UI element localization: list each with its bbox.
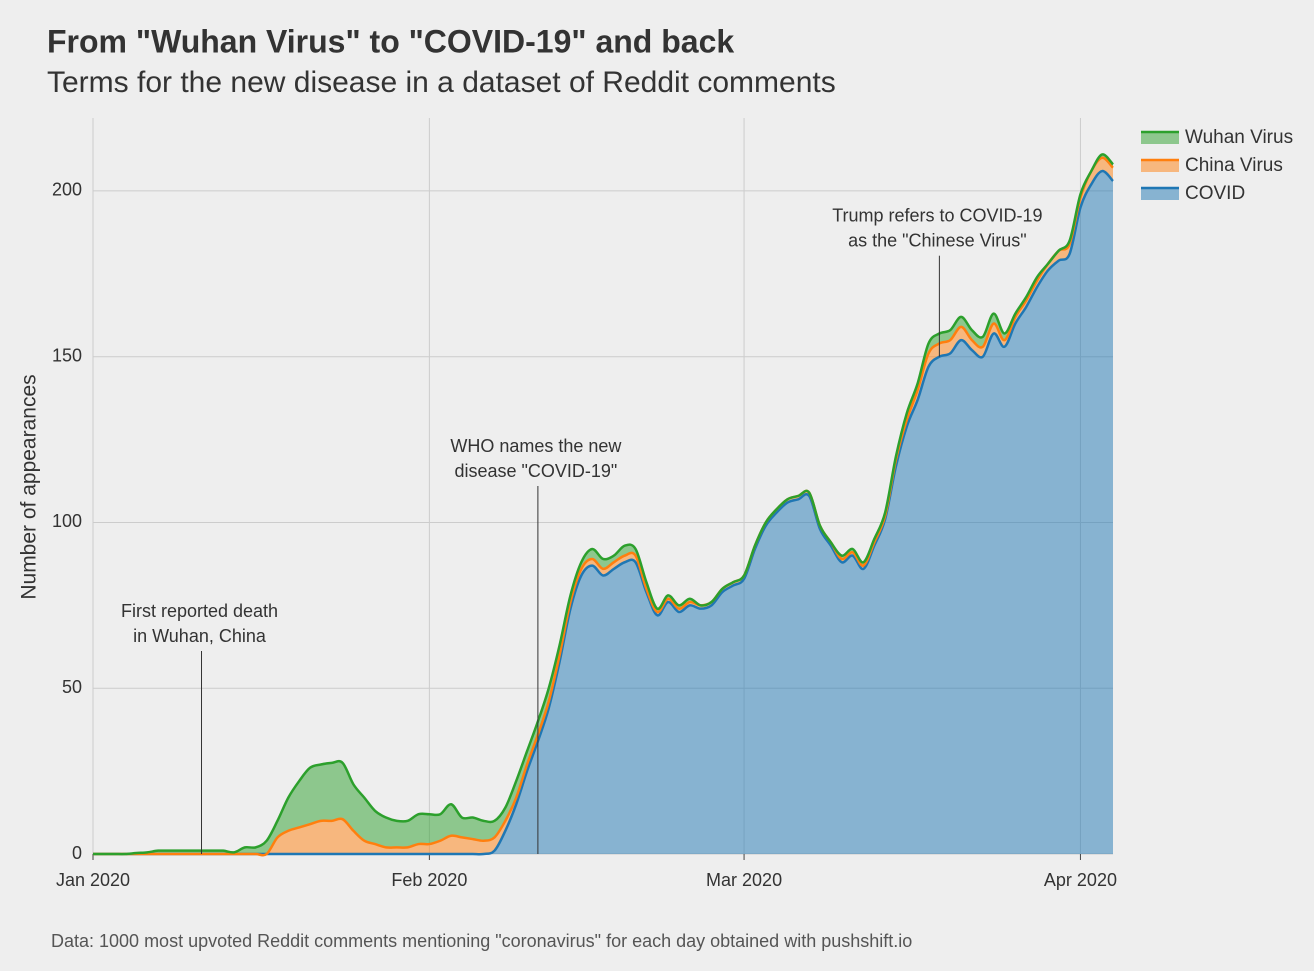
- y-tick-label: 50: [62, 677, 82, 697]
- line: [93, 153, 1114, 856]
- areas: [93, 154, 1113, 856]
- legend-swatch: [1141, 188, 1179, 200]
- footnote: Data: 1000 most upvoted Reddit comments …: [51, 931, 912, 951]
- y-tick-label: 200: [52, 180, 82, 200]
- x-tick-label: Feb 2020: [391, 870, 467, 890]
- y-tick-label: 100: [52, 511, 82, 531]
- annotation-text: as the "Chinese Virus": [848, 230, 1027, 250]
- annotation-text: First reported death: [121, 601, 278, 621]
- legend-label: Wuhan Virus: [1185, 127, 1293, 148]
- legend-swatch: [1141, 160, 1179, 172]
- legend-label: China Virus: [1185, 155, 1283, 176]
- lines: [93, 153, 1114, 857]
- annotation-text: Trump refers to COVID-19: [832, 205, 1042, 225]
- annotation-text: WHO names the new: [450, 436, 622, 456]
- y-tick-label: 150: [52, 345, 82, 365]
- area: [93, 171, 1113, 855]
- legend-label: COVID: [1185, 183, 1245, 204]
- annotation-text: disease "COVID-19": [454, 461, 617, 481]
- y-axis-label: Number of appearances: [18, 374, 41, 599]
- chart-title: From "Wuhan Virus" to "COVID-19" and bac…: [47, 23, 734, 59]
- x-tick-label: Mar 2020: [706, 870, 782, 890]
- legend-swatch: [1141, 132, 1179, 144]
- y-tick-label: 0: [72, 843, 82, 863]
- line: [93, 156, 1114, 857]
- x-tick-label: Jan 2020: [56, 870, 130, 890]
- annotation-text: in Wuhan, China: [133, 626, 267, 646]
- chart-subtitle: Terms for the new disease in a dataset o…: [47, 66, 836, 99]
- x-tick-label: Apr 2020: [1044, 870, 1117, 890]
